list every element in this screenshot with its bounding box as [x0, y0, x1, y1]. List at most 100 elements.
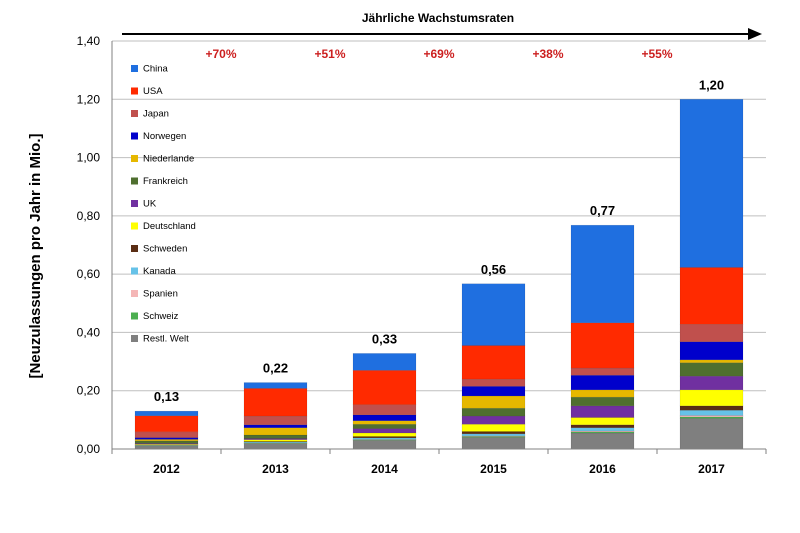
bar-segment-niederlande-2017: [679, 359, 744, 363]
bar-segment-deutschland-2017: [679, 389, 744, 407]
title-arrow: [122, 28, 762, 40]
bar-segment-frankreich-2015: [461, 407, 526, 417]
bar-segment-kanada-2017: [679, 409, 744, 416]
growth-rate-label: +70%: [205, 47, 236, 61]
bar-segment-schweden-2017: [679, 405, 744, 411]
chart-title: Jährliche Wachstumsraten: [362, 11, 514, 25]
bar-segment-uk-2015: [461, 415, 526, 425]
legend-swatch: [131, 200, 138, 207]
total-label: 0,22: [263, 361, 288, 376]
y-tick-label: 0,60: [77, 267, 101, 281]
legend-swatch: [131, 290, 138, 297]
y-tick-label: 0,40: [77, 325, 101, 339]
bar-segment-restl-welt-2015: [461, 437, 526, 450]
legend-label: Japan: [143, 109, 169, 120]
growth-rate-label: +55%: [641, 47, 672, 61]
total-label: 0,33: [372, 331, 397, 346]
legend-label: Frankreich: [143, 176, 188, 187]
legend-swatch: [131, 267, 138, 275]
bar-segment-japan-2014: [352, 404, 417, 416]
axes: 0,00 0,20 0,40 0,60 0,80 1,00 1,20 1,40: [77, 34, 767, 456]
bar-segment-frankreich-2013: [243, 434, 308, 439]
bar-segment-norwegen-2017: [679, 341, 744, 361]
bar-segment-uk-2013: [243, 438, 308, 440]
x-tick-label: 2013: [262, 462, 289, 476]
legend-label: Schweden: [143, 244, 187, 255]
legend-swatch: [131, 245, 138, 252]
legend-label: Niederlande: [143, 154, 194, 165]
gridlines: [112, 40, 766, 392]
total-label: 0,77: [590, 203, 615, 218]
legend-label: Restl. Welt: [143, 334, 189, 345]
total-label: 0,13: [154, 389, 179, 404]
x-tick-label: 2016: [589, 462, 616, 476]
bar-segment-norwegen-2013: [243, 424, 308, 428]
legend-label: USA: [143, 86, 163, 97]
bar-segment-usa-2013: [243, 388, 308, 417]
total-label: 1,20: [699, 77, 724, 92]
legend-swatch: [131, 177, 138, 185]
legend: China USA Japan Norwegen Niederlande Frankrei…: [131, 64, 196, 345]
bar-segment-frankreich-2017: [679, 362, 744, 377]
bar-segment-deutschland-2015: [461, 423, 526, 432]
legend-swatch: [131, 335, 138, 342]
bar-segment-usa-2016: [570, 322, 635, 369]
legend-label: Kanada: [143, 266, 176, 277]
bar-segment-deutschland-2014: [352, 432, 417, 437]
bar-segment-china-2014: [352, 353, 417, 371]
bar-segment-uk-2017: [679, 375, 744, 391]
bar-segment-restl-welt-2017: [679, 418, 744, 450]
y-tick-label: 0,00: [77, 442, 101, 456]
y-tick-label: 0,20: [77, 384, 101, 398]
legend-label: UK: [143, 199, 157, 210]
legend-swatch: [131, 222, 138, 230]
bar-segment-norwegen-2015: [461, 386, 526, 397]
bars: [134, 99, 744, 450]
bar-segment-china-2012: [134, 410, 199, 417]
legend-swatch: [131, 110, 138, 117]
bar-segment-japan-2017: [679, 324, 744, 343]
bar-segment-restl-welt-2016: [570, 432, 635, 450]
legend-label: Spanien: [143, 289, 178, 300]
bar-segment-frankreich-2014: [352, 423, 417, 429]
legend-label: Deutschland: [143, 221, 196, 232]
bar-segment-china-2016: [570, 224, 635, 324]
growth-rate-label: +38%: [532, 47, 563, 61]
bar-segment-niederlande-2013: [243, 427, 308, 436]
y-tick-label: 1,00: [77, 151, 101, 165]
bar-segment-japan-2012: [134, 431, 199, 438]
bar-segment-frankreich-2016: [570, 396, 635, 407]
x-tick-label: 2017: [698, 462, 725, 476]
bar-segment-japan-2015: [461, 378, 526, 387]
legend-swatch: [131, 65, 138, 72]
bar-segment-japan-2016: [570, 367, 635, 376]
legend-label: Schweiz: [143, 311, 179, 322]
bar-segment-deutschland-2013: [243, 439, 308, 442]
bar-segment-usa-2015: [461, 345, 526, 380]
legend-label: China: [143, 64, 169, 75]
bar-segment-china-2017: [679, 99, 744, 268]
bar-segment-schweden-2015: [461, 431, 526, 435]
legend-swatch: [131, 87, 138, 95]
bar-segment-schweden-2016: [570, 424, 635, 428]
bar-segment-kanada-2015: [461, 433, 526, 437]
y-tick-label: 0,80: [77, 209, 101, 223]
legend-label: Norwegen: [143, 131, 186, 142]
x-tick-label: 2012: [153, 462, 180, 476]
y-tick-label: 1,20: [77, 92, 101, 106]
x-tick-label: 2015: [480, 462, 507, 476]
bar-segment-niederlande-2015: [461, 395, 526, 409]
bar-segment-restl-welt-2013: [243, 443, 308, 450]
y-axis-label: [Neuzulassungen pro Jahr in Mio.]: [27, 133, 44, 378]
labels: 2012 0,13 2013 0,22 2014 0,33 2015 0,56 2016 0,77…: [153, 47, 725, 476]
bar-segment-usa-2012: [134, 415, 199, 433]
y-tick-label: 1,40: [77, 34, 101, 48]
growth-rate-label: +51%: [314, 47, 345, 61]
bar-segment-niederlande-2016: [570, 389, 635, 398]
bar-segment-deutschland-2016: [570, 417, 635, 426]
bar-segment-usa-2017: [679, 267, 744, 325]
bar-segment-japan-2013: [243, 415, 308, 426]
legend-swatch: [131, 132, 138, 140]
bar-segment-norwegen-2016: [570, 375, 635, 391]
